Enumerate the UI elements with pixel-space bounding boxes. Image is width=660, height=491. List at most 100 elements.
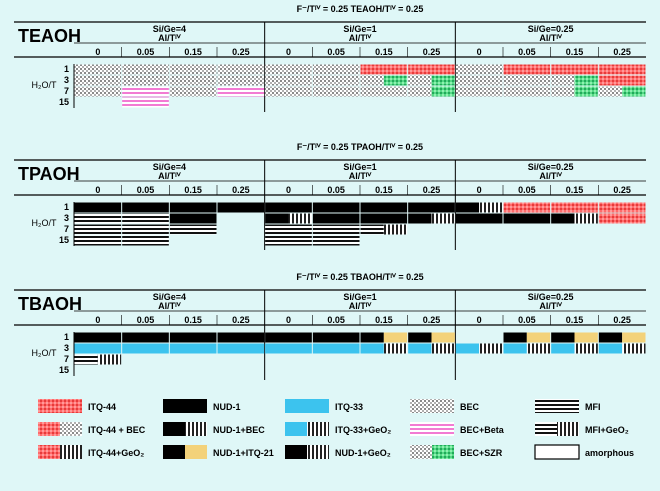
al-value-label: 0: [477, 47, 482, 57]
al-value-label: 0.15: [566, 47, 584, 57]
al-value-label: 0.05: [327, 315, 345, 325]
phase-cell: [598, 343, 646, 354]
legend-label: NUD-1+ITQ-21: [213, 448, 274, 458]
legend-swatch: [410, 422, 454, 436]
phase-cell: [360, 332, 408, 343]
al-value-label: 0.05: [137, 185, 155, 195]
al-value-label: 0.05: [518, 315, 536, 325]
al-value-label: 0.05: [137, 315, 155, 325]
phase-cell: [122, 97, 169, 108]
section-teaoh: F⁻/Tᴵⱽ = 0.25 TEAOH/Tᴵⱽ = 0.25 TEAOH Si/Ge…: [14, 4, 646, 112]
group-label: Si/Ge=4: [153, 292, 186, 302]
phase-cell: [408, 332, 455, 343]
legend-swatch: [285, 399, 329, 413]
legend-item: ITQ-44: [38, 399, 116, 413]
phase-cell: [265, 75, 312, 86]
legend-label: BEC: [460, 402, 480, 412]
legend-label: amorphous: [585, 448, 634, 458]
phase-cell: [312, 75, 360, 86]
phase-cell: [122, 332, 169, 343]
phase-cell: [312, 202, 360, 213]
h2o-value-label: 1: [64, 202, 69, 212]
h2o-axis-label: H₂O/T: [32, 348, 57, 358]
section-tbaoh: F⁻/Tᴵⱽ = 0.25 TBAOH/Tᴵⱽ = 0.25 TBAOH Si/Ge…: [14, 272, 646, 380]
al-value-label: 0.25: [232, 185, 250, 195]
legend-item: MFI: [535, 399, 601, 413]
legend-swatch: [410, 445, 454, 459]
phase-cell: [312, 343, 360, 354]
al-value-label: 0.05: [518, 47, 536, 57]
al-value-label: 0.25: [613, 315, 631, 325]
phase-cell: [360, 224, 408, 235]
phase-cell: [312, 224, 360, 235]
phase-cell: [265, 86, 312, 97]
phase-cell: [265, 64, 312, 75]
legend-label: ITQ-33+GeO₂: [335, 425, 391, 435]
section-header-formula: F⁻/Tᴵⱽ = 0.25 TEAOH/Tᴵⱽ = 0.25: [297, 4, 424, 14]
phase-cell: [169, 202, 217, 213]
al-value-label: 0: [95, 47, 100, 57]
phase-cell: [503, 332, 551, 343]
h2o-value-label: 7: [64, 86, 69, 96]
phase-cell: [598, 64, 646, 75]
al-value-label: 0.05: [327, 47, 345, 57]
legend-swatch: [285, 422, 329, 436]
phase-cell: [312, 235, 360, 246]
phase-cell: [455, 86, 503, 97]
phase-cell: [503, 343, 551, 354]
group-label: Si/Ge=1: [343, 292, 376, 302]
legend-item: ITQ-44 + BEC: [38, 422, 146, 436]
legend-item: NUD-1+ITQ-21: [163, 445, 274, 459]
phase-cell: [360, 64, 408, 75]
phase-cell: [122, 64, 169, 75]
al-value-label: 0: [477, 315, 482, 325]
phase-cell: [408, 75, 455, 86]
legend-item: ITQ-33: [285, 399, 363, 413]
phase-cell: [360, 343, 408, 354]
al-value-label: 0.15: [184, 315, 202, 325]
group-label: Si/Ge=4: [153, 24, 186, 34]
al-value-label: 0.25: [232, 47, 250, 57]
phase-cell: [598, 213, 646, 224]
phase-cell: [312, 64, 360, 75]
phase-cell: [408, 64, 455, 75]
legend-label: ITQ-33: [335, 402, 363, 412]
legend-label: BEC+SZR: [460, 448, 503, 458]
legend-label: ITQ-44+GeO₂: [88, 448, 144, 458]
al-value-label: 0.15: [566, 185, 584, 195]
phase-cell: [74, 224, 122, 235]
phase-cell: [598, 202, 646, 213]
phase-cell: [74, 343, 122, 354]
legend-swatch: [410, 399, 454, 413]
legend-swatch: [534, 444, 580, 460]
phase-cell: [598, 75, 646, 86]
phase-cell: [503, 202, 551, 213]
phase-cell: [551, 64, 598, 75]
legend-label: MFI: [585, 402, 601, 412]
al-value-label: 0.05: [137, 47, 155, 57]
group-label: Si/Ge=1: [343, 162, 376, 172]
h2o-value-label: 15: [59, 235, 69, 245]
section-title: TPAOH: [18, 164, 80, 184]
phase-cell: [74, 332, 122, 343]
phase-cell: [408, 202, 455, 213]
phase-cell: [455, 202, 503, 213]
al-value-label: 0.25: [423, 315, 441, 325]
phase-cell: [169, 213, 217, 224]
al-value-label: 0: [286, 185, 291, 195]
h2o-value-label: 7: [64, 354, 69, 364]
al-value-label: 0.15: [375, 185, 393, 195]
al-value-label: 0.25: [232, 315, 250, 325]
phase-cell: [455, 343, 503, 354]
phase-cell: [217, 332, 265, 343]
al-value-label: 0.05: [518, 185, 536, 195]
phase-cell: [503, 86, 551, 97]
phase-cell: [551, 343, 598, 354]
al-value-label: 0.15: [184, 47, 202, 57]
al-value-label: 0.25: [613, 47, 631, 57]
legend-swatch: [163, 445, 207, 459]
h2o-value-label: 15: [59, 97, 69, 107]
phase-cell: [551, 332, 598, 343]
phase-cell: [503, 213, 551, 224]
legend-item: NUD-1+GeO₂: [285, 445, 391, 459]
